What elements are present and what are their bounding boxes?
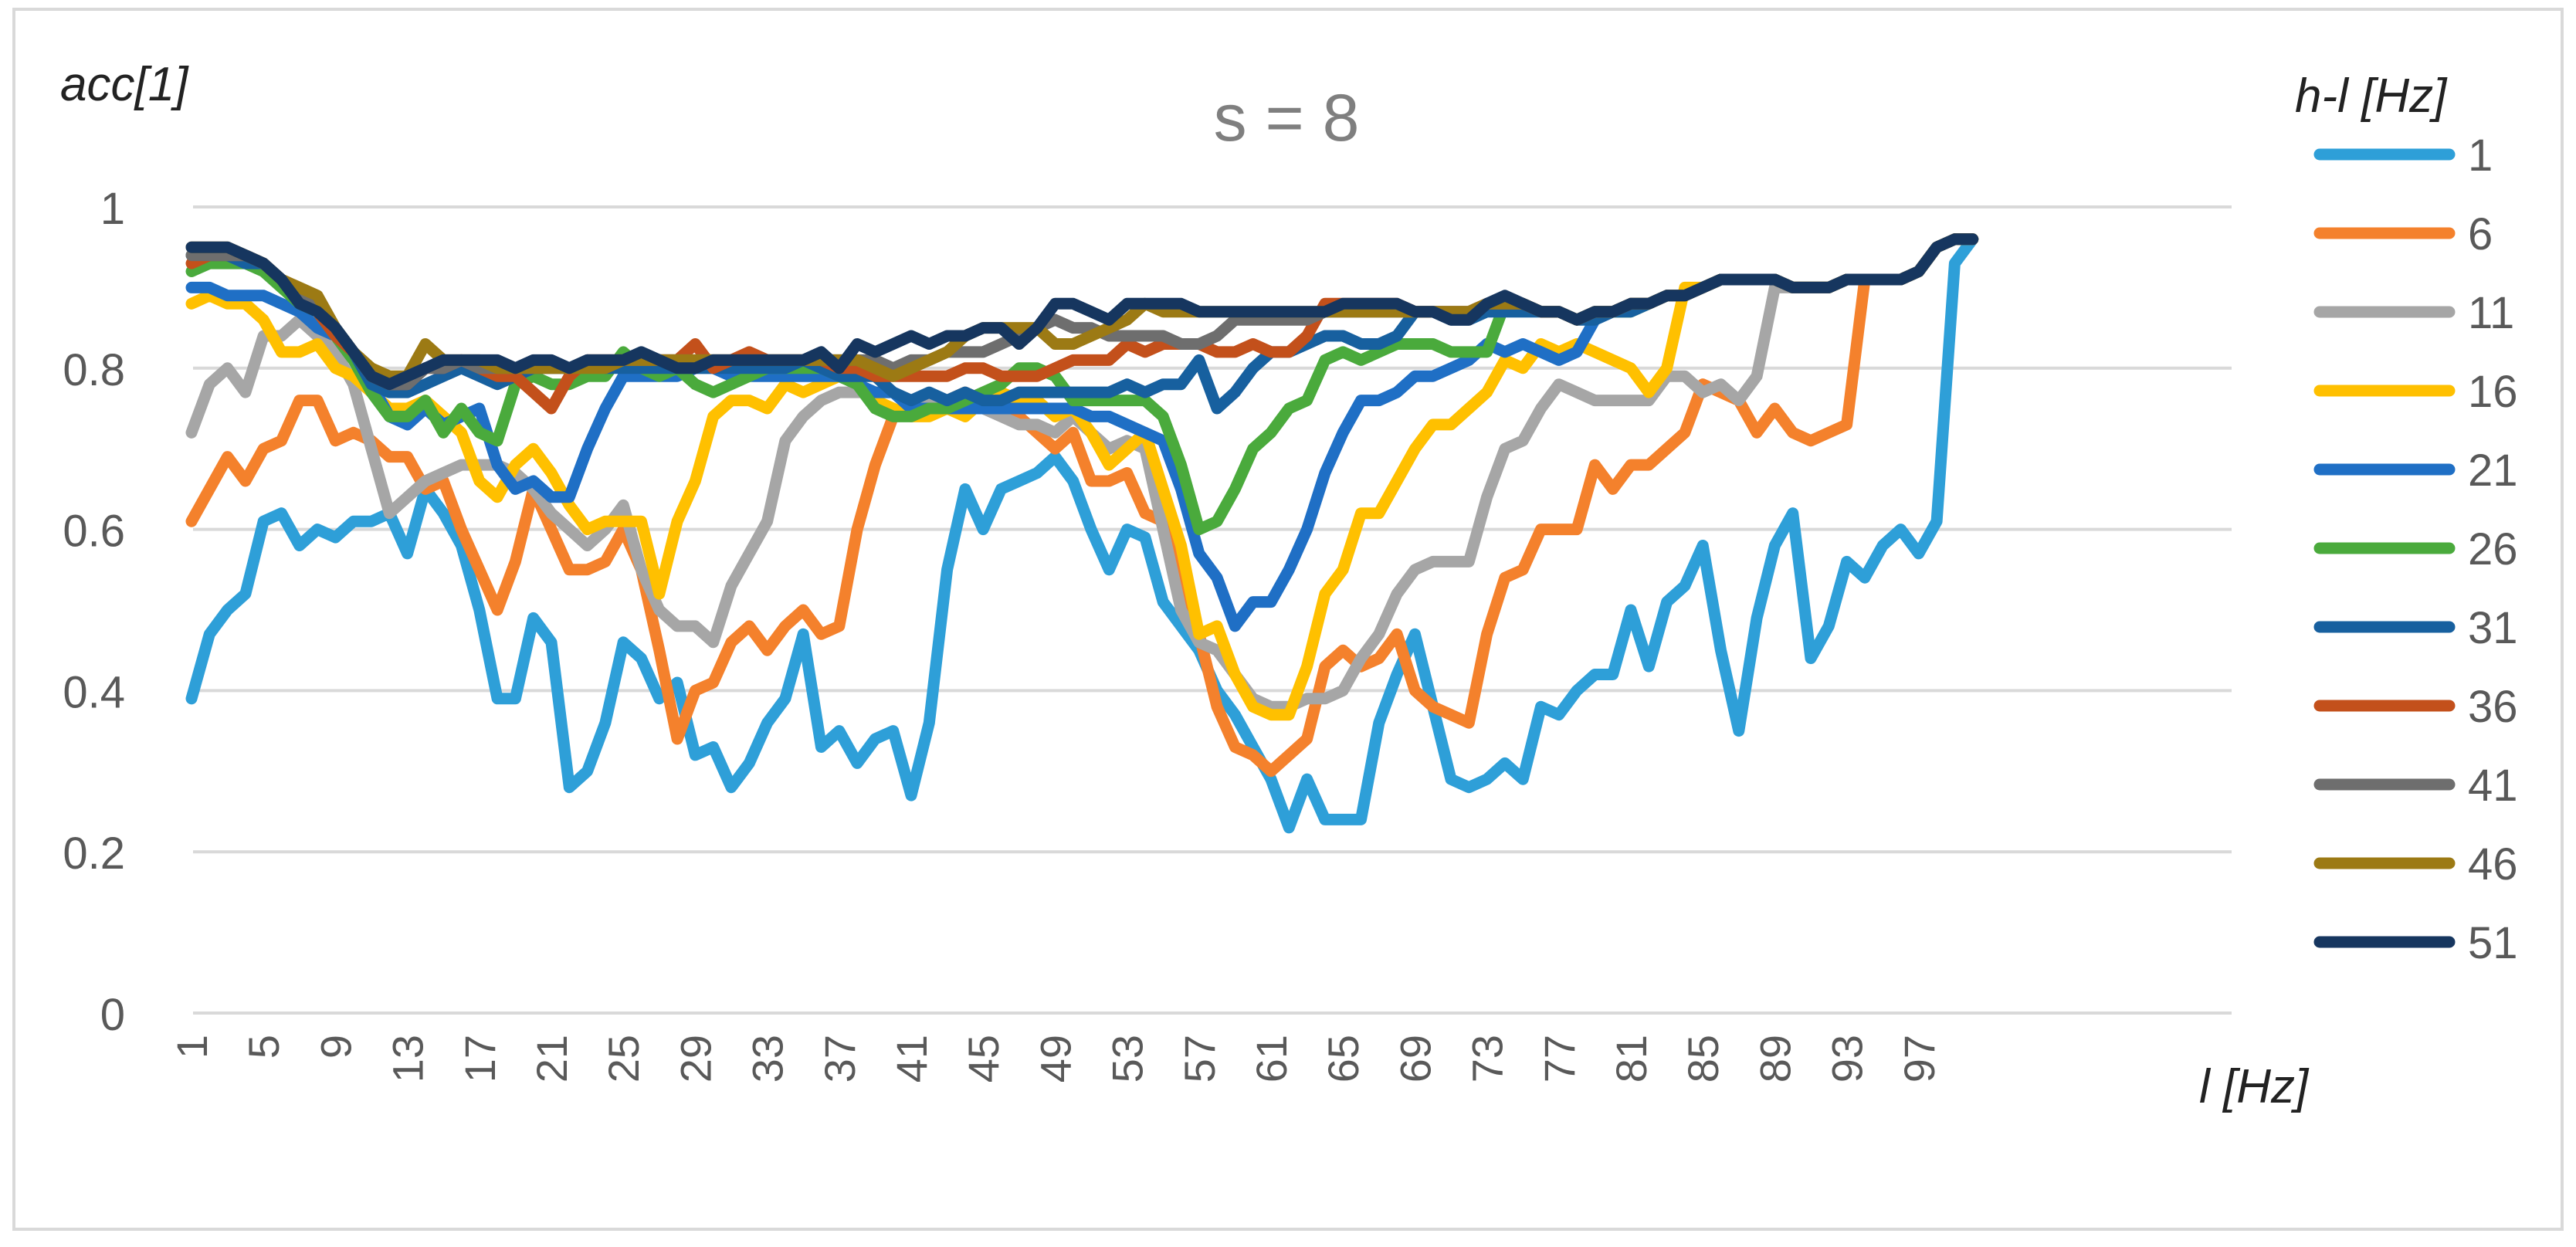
x-tick-label: 33 — [744, 1035, 792, 1083]
legend-label: 51 — [2468, 918, 2518, 968]
y-tick-labels: 0 0.2 0.4 0.6 0.8 1 — [63, 184, 125, 1040]
x-tick-label: 21 — [527, 1035, 576, 1083]
legend-label: 11 — [2468, 288, 2514, 338]
x-tick: 97 — [1895, 1035, 1944, 1083]
legend-item-11: 11 — [2313, 288, 2514, 338]
legend-label: 31 — [2468, 603, 2518, 653]
x-tick: 45 — [959, 1035, 1008, 1083]
legend-label: 6 — [2468, 209, 2493, 259]
y-tick-label: 0.6 — [63, 507, 125, 557]
legend-label: 41 — [2468, 761, 2518, 811]
chart-title: s = 8 — [1214, 81, 1360, 155]
x-tick-label: 73 — [1463, 1035, 1512, 1083]
x-tick: 93 — [1823, 1035, 1872, 1083]
x-tick-label: 29 — [671, 1035, 720, 1083]
x-tick-label: 1 — [168, 1035, 216, 1059]
x-tick: 1 — [168, 1035, 216, 1059]
series-line-16 — [185, 233, 1979, 721]
series-line-51 — [185, 233, 1979, 391]
legend-item-26: 26 — [2313, 524, 2518, 574]
y-axis-label: acc[1] — [60, 58, 189, 111]
x-tick-label: 41 — [887, 1035, 936, 1083]
legend-label: 21 — [2468, 446, 2518, 496]
x-tick: 13 — [384, 1035, 432, 1083]
series-line-6 — [185, 233, 1979, 778]
x-tick-label: 81 — [1607, 1035, 1656, 1083]
x-tick-label: 49 — [1031, 1035, 1080, 1083]
x-tick-label: 89 — [1751, 1035, 1799, 1083]
x-axis-label: l [Hz] — [2199, 1060, 2310, 1113]
legend-item-6: 6 — [2313, 209, 2493, 259]
x-tick-label: 17 — [456, 1035, 504, 1083]
legend-label: 16 — [2468, 367, 2518, 417]
series-line-1 — [185, 233, 1979, 834]
x-tick: 9 — [311, 1035, 360, 1059]
x-tick-label: 5 — [239, 1035, 288, 1059]
legend-item-36: 36 — [2313, 682, 2518, 732]
y-tick-label: 0 — [100, 990, 125, 1040]
x-tick: 89 — [1751, 1035, 1799, 1083]
legend-item-51: 51 — [2313, 918, 2518, 968]
legend-item-46: 46 — [2313, 839, 2518, 890]
x-tick-label: 85 — [1679, 1035, 1727, 1083]
y-tick-label: 0.2 — [63, 829, 125, 879]
legend-label: 1 — [2468, 130, 2493, 181]
x-tick-label: 45 — [959, 1035, 1008, 1083]
x-tick-label: 25 — [599, 1035, 648, 1083]
x-tick-label: 53 — [1103, 1035, 1152, 1083]
legend-label: 36 — [2468, 682, 2518, 732]
x-tick: 61 — [1247, 1035, 1296, 1083]
x-tick-label: 69 — [1391, 1035, 1439, 1083]
legend-item-41: 41 — [2313, 761, 2518, 811]
x-tick-label: 37 — [815, 1035, 864, 1083]
x-tick: 85 — [1679, 1035, 1727, 1083]
x-tick: 25 — [599, 1035, 648, 1083]
x-tick-label: 13 — [384, 1035, 432, 1083]
legend-label: 46 — [2468, 839, 2518, 890]
legend-item-21: 21 — [2313, 446, 2518, 496]
x-tick: 57 — [1175, 1035, 1224, 1083]
legend-item-1: 1 — [2313, 130, 2493, 181]
x-tick-label: 97 — [1895, 1035, 1944, 1083]
x-tick: 65 — [1319, 1035, 1368, 1083]
legend-item-31: 31 — [2313, 603, 2518, 653]
chart-frame — [12, 8, 2564, 1231]
legend-title: h-l [Hz] — [2295, 69, 2448, 123]
x-tick-label: 93 — [1823, 1035, 1872, 1083]
x-tick: 77 — [1535, 1035, 1584, 1083]
x-tick: 41 — [887, 1035, 936, 1083]
x-tick-label: 9 — [311, 1035, 360, 1059]
y-tick-label: 0.8 — [63, 345, 125, 395]
x-tick-label: 57 — [1175, 1035, 1224, 1083]
y-tick-label: 0.4 — [63, 667, 125, 717]
y-tick-label: 1 — [100, 184, 125, 234]
x-tick: 49 — [1031, 1035, 1080, 1083]
x-tick-label: 65 — [1319, 1035, 1368, 1083]
x-tick: 17 — [456, 1035, 504, 1083]
x-tick: 33 — [744, 1035, 792, 1083]
x-tick: 21 — [527, 1035, 576, 1083]
x-tick-label: 61 — [1247, 1035, 1296, 1083]
x-tick: 5 — [239, 1035, 288, 1059]
x-tick: 73 — [1463, 1035, 1512, 1083]
x-tick-labels: 1 5 9 13 17 21 25 29 33 37 41 45 49 53 57 61 65 69 73 77 81 8… — [168, 1035, 1944, 1083]
series-lines — [185, 233, 1979, 834]
x-tick: 69 — [1391, 1035, 1439, 1083]
x-tick: 37 — [815, 1035, 864, 1083]
x-tick: 81 — [1607, 1035, 1656, 1083]
x-tick-label: 77 — [1535, 1035, 1584, 1083]
x-tick: 29 — [671, 1035, 720, 1083]
legend-label: 26 — [2468, 524, 2518, 574]
legend-item-16: 16 — [2313, 367, 2518, 417]
x-tick: 53 — [1103, 1035, 1152, 1083]
